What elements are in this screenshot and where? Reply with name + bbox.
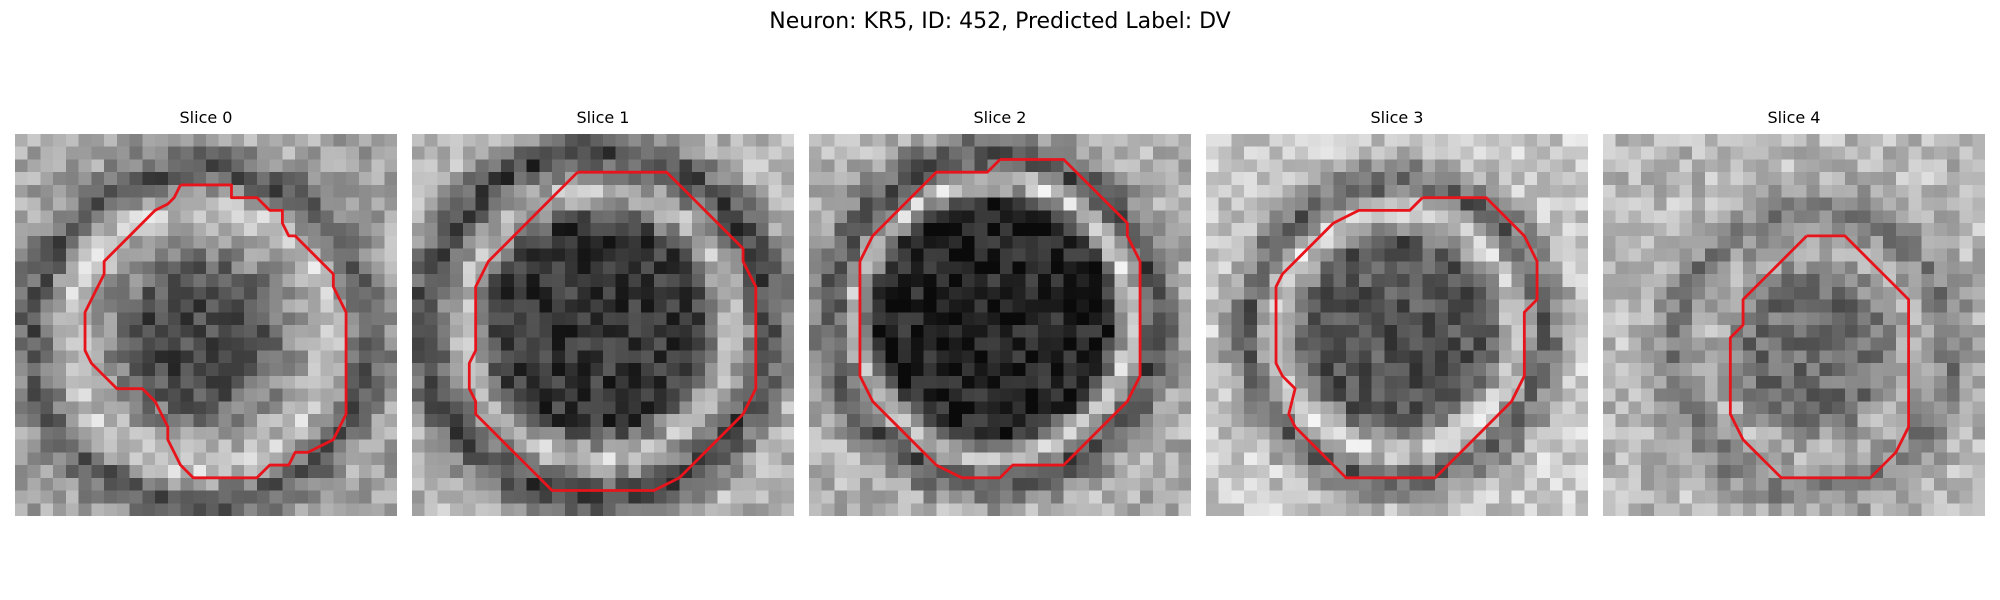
segmentation-contour-3 <box>1274 196 1539 480</box>
slice-pixels-3 <box>1206 134 1588 516</box>
slice-panel-0: Slice 0 <box>15 108 397 516</box>
slice-panel-3: Slice 3 <box>1206 108 1588 516</box>
slice-panel-1: Slice 1 <box>412 108 794 516</box>
slice-title-4: Slice 4 <box>1767 108 1821 127</box>
slice-panel-4: Slice 4 <box>1603 108 1985 516</box>
slice-title-1: Slice 1 <box>576 108 630 127</box>
slice-title-3: Slice 3 <box>1370 108 1424 127</box>
slice-image-4 <box>1603 134 1985 516</box>
segmentation-contour-0 <box>83 183 348 480</box>
slice-image-1 <box>412 134 794 516</box>
segmentation-contour-1 <box>467 170 758 492</box>
slice-pixels-0 <box>15 134 397 516</box>
segmentation-contour-2 <box>858 158 1142 480</box>
slice-title-0: Slice 0 <box>179 108 233 127</box>
slice-pixels-2 <box>809 134 1191 516</box>
slice-image-2 <box>809 134 1191 516</box>
figure-title: Neuron: KR5, ID: 452, Predicted Label: D… <box>769 9 1231 34</box>
slice-pixels-1 <box>412 134 794 516</box>
slice-image-0 <box>15 134 397 516</box>
segmentation-contour-4 <box>1728 234 1911 480</box>
slice-title-2: Slice 2 <box>973 108 1027 127</box>
slice-image-3 <box>1206 134 1588 516</box>
slice-panel-2: Slice 2 <box>809 108 1191 516</box>
slice-pixels-4 <box>1603 134 1985 516</box>
